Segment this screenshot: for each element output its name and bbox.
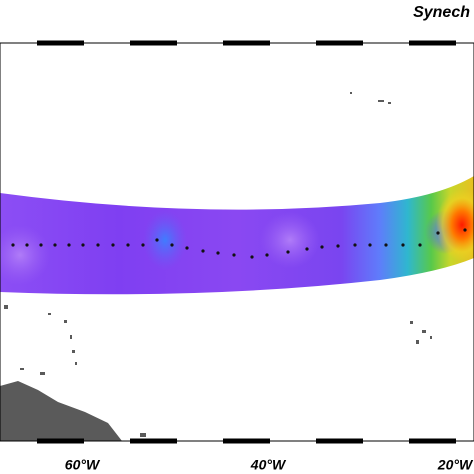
longitude-label: 60°W	[65, 457, 101, 473]
station-dot	[418, 243, 422, 247]
station-dot	[155, 238, 159, 242]
stations	[11, 228, 467, 259]
station-dot	[286, 250, 290, 254]
station-dot	[250, 255, 254, 259]
station-dot	[141, 243, 145, 247]
station-dot	[39, 243, 43, 247]
station-dot	[320, 245, 324, 249]
longitude-label: 20°W	[437, 457, 474, 473]
station-dot	[53, 243, 57, 247]
map-title: Synech	[413, 4, 470, 21]
station-dot	[185, 246, 189, 250]
station-dot	[353, 243, 357, 247]
station-dot	[216, 251, 220, 255]
station-dot	[96, 243, 100, 247]
station-dot	[170, 243, 174, 247]
station-dot	[436, 231, 440, 235]
station-dot	[111, 243, 115, 247]
station-dot	[336, 244, 340, 248]
station-dot	[368, 243, 372, 247]
station-dot	[67, 243, 71, 247]
station-dot	[401, 243, 405, 247]
station-dot	[25, 243, 29, 247]
station-dot	[11, 243, 15, 247]
station-dot	[463, 228, 467, 232]
station-dot	[126, 243, 130, 247]
station-dot	[265, 253, 269, 257]
station-dot	[305, 247, 309, 251]
land	[0, 92, 432, 441]
station-dot	[232, 253, 236, 257]
station-dot	[201, 249, 205, 253]
station-dot	[384, 243, 388, 247]
map-frame	[0, 40, 474, 444]
concentration-band	[0, 176, 474, 295]
longitude-label: 40°W	[250, 457, 287, 473]
station-dot	[81, 243, 85, 247]
